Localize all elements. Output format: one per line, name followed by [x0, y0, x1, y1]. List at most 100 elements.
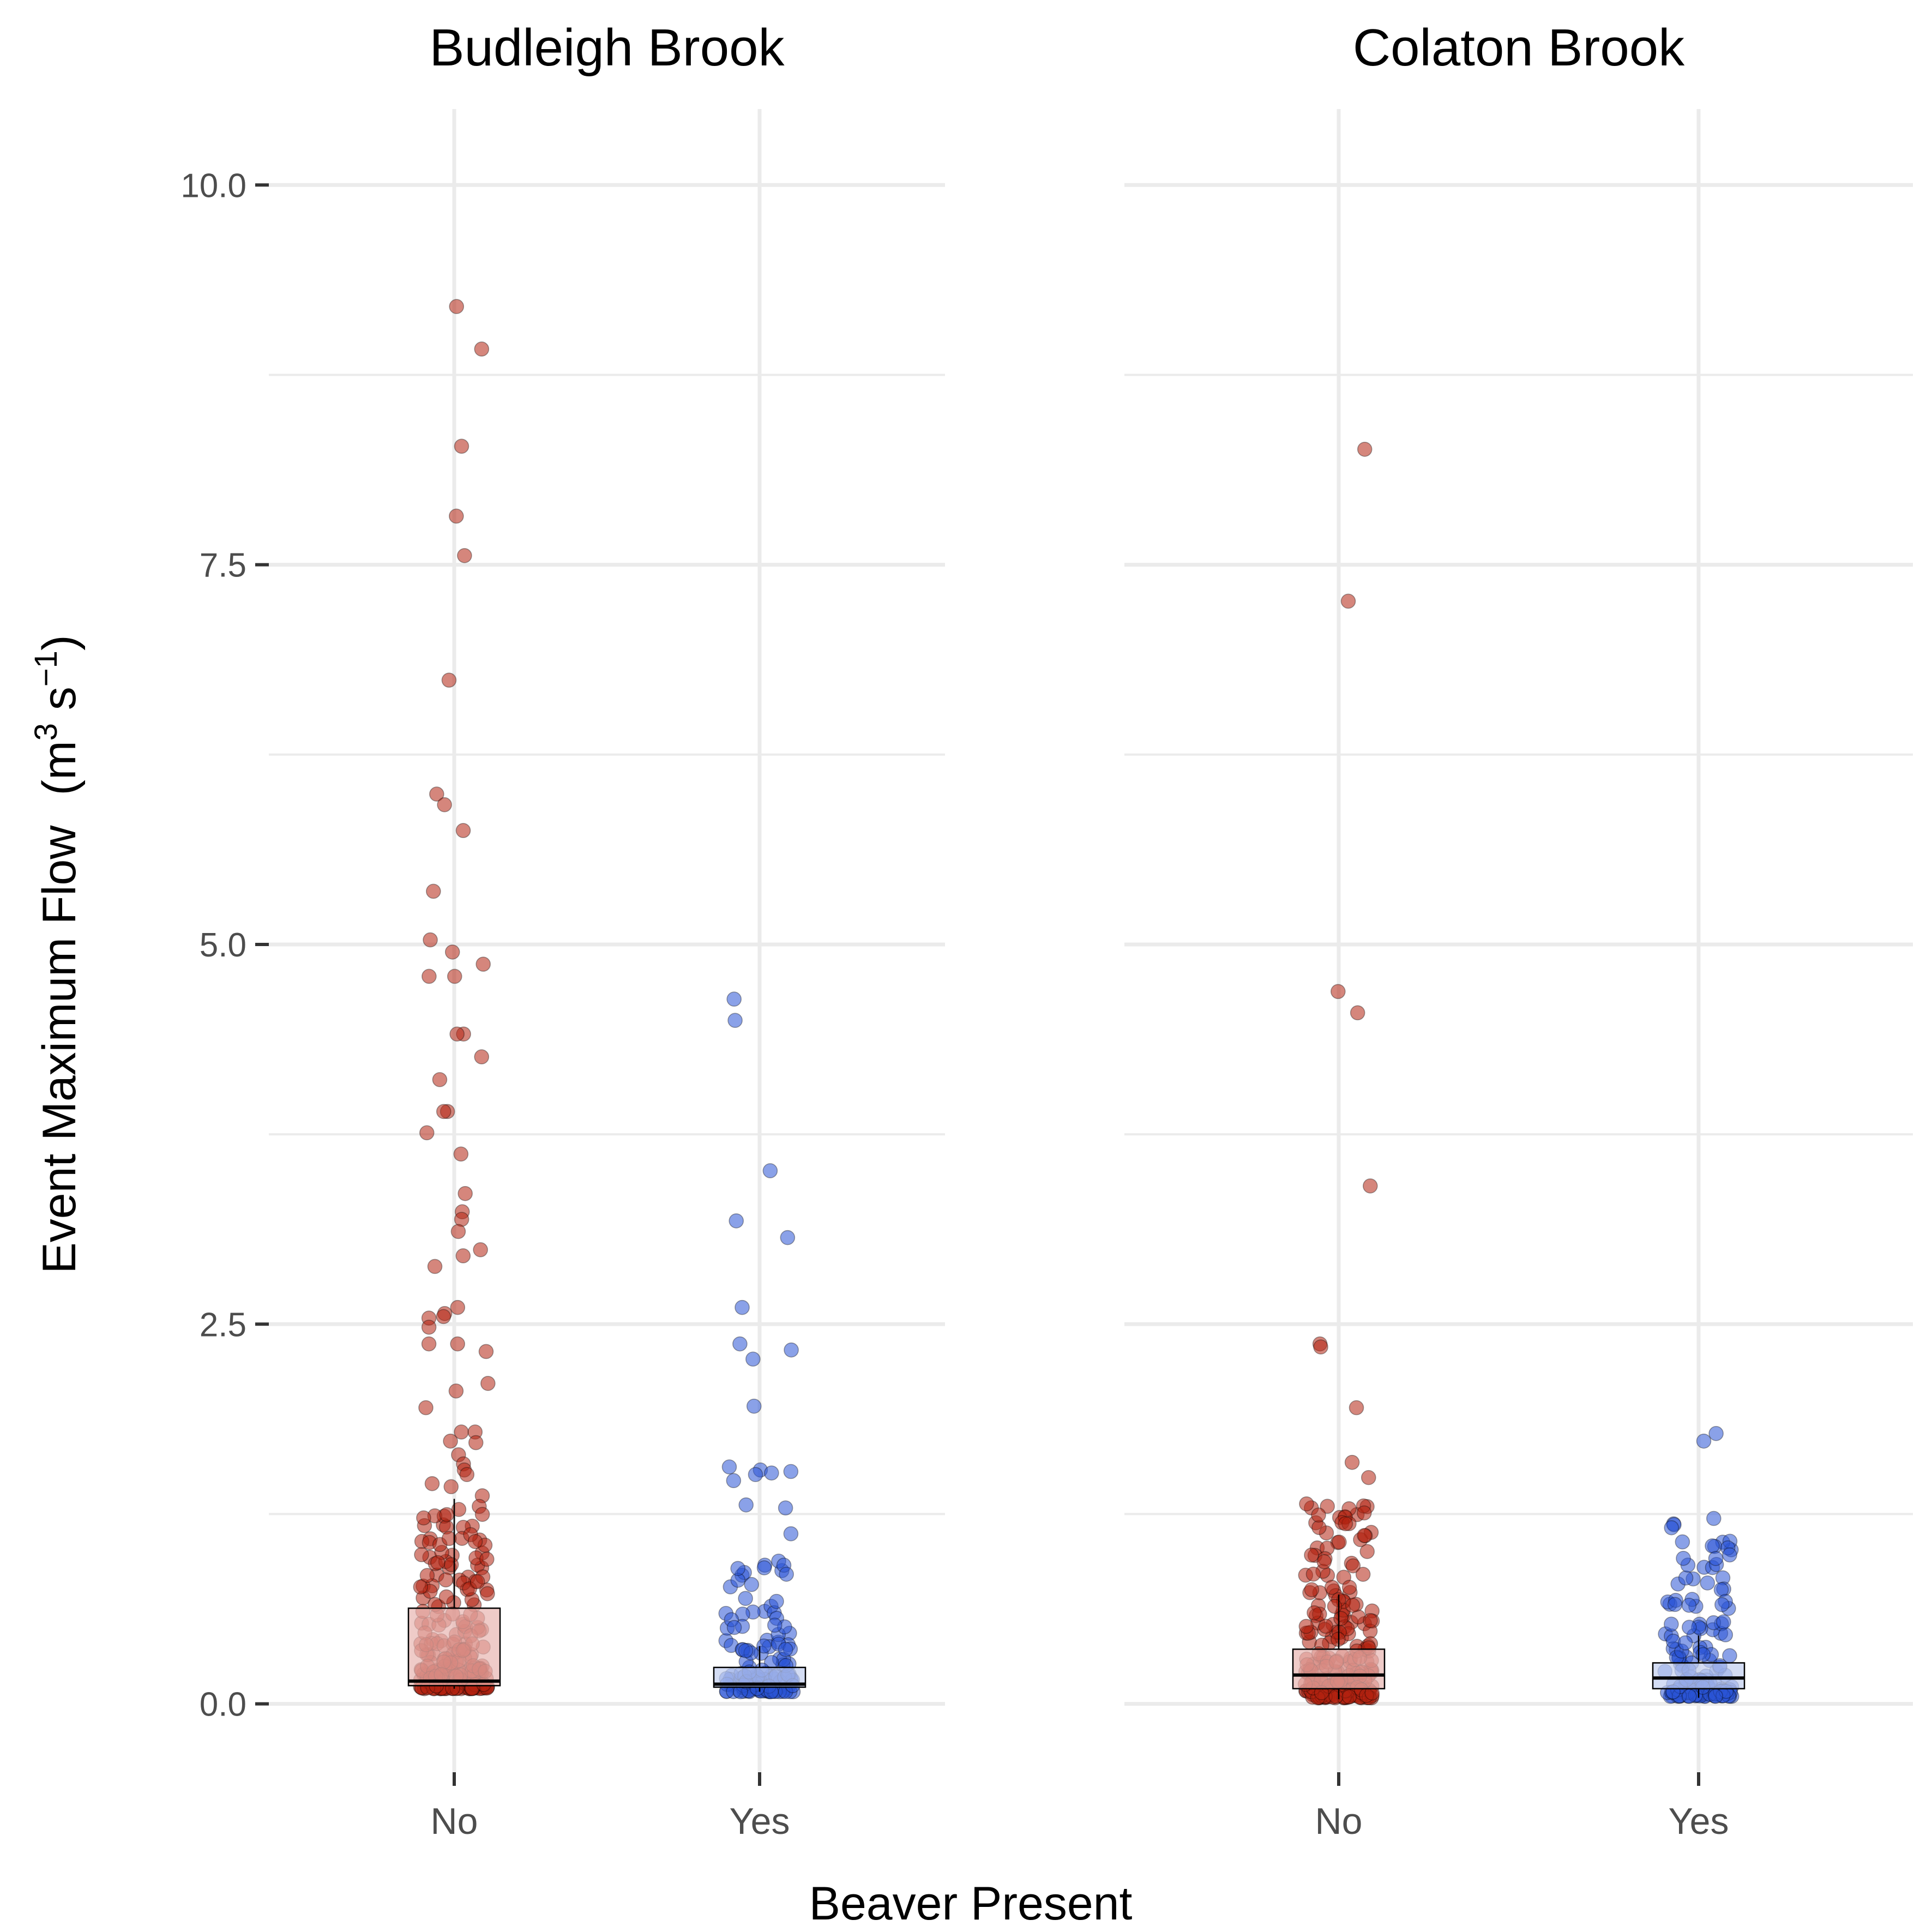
data-point-no	[476, 956, 491, 972]
box-yes	[1652, 1662, 1746, 1690]
data-point-no	[443, 1479, 459, 1495]
y-axis-title-text: Event Maximum Flow	[33, 825, 86, 1274]
data-point-yes	[1708, 1426, 1724, 1441]
y-tick-label: 0.0	[200, 1686, 246, 1724]
data-point-no	[1359, 1544, 1375, 1560]
data-point-yes	[735, 1299, 750, 1315]
data-point-no	[470, 1574, 485, 1590]
data-point-no	[468, 1435, 484, 1450]
data-point-no	[455, 1248, 471, 1263]
data-point-yes	[778, 1500, 793, 1516]
data-point-no	[441, 1531, 457, 1546]
x-tick-label: Yes	[1669, 1801, 1729, 1842]
data-point-yes	[738, 1497, 754, 1513]
data-point-no	[1316, 1554, 1332, 1569]
data-point-no	[459, 1467, 475, 1482]
data-point-no	[1305, 1566, 1321, 1582]
boxplot-layer	[407, 1498, 1746, 1700]
data-point-no	[443, 1557, 459, 1573]
y-axis-units-open: (m	[33, 741, 86, 795]
data-point-no	[447, 968, 462, 984]
y-tick-label: 7.5	[200, 547, 246, 585]
x-tick-label: Yes	[730, 1801, 790, 1842]
data-point-yes	[1716, 1614, 1731, 1630]
data-point-yes	[1676, 1550, 1691, 1566]
data-point-no	[436, 1309, 452, 1325]
strip-title-left: Budleigh Brook	[429, 19, 785, 77]
data-point-yes	[726, 991, 742, 1007]
data-point-no	[1307, 1605, 1322, 1621]
y-axis-units-mid: s	[33, 687, 86, 723]
data-point-no	[1357, 1528, 1372, 1543]
data-point-no	[1361, 1470, 1376, 1485]
y-axis-units-sup1: 3	[28, 723, 64, 741]
data-point-no	[1344, 1454, 1360, 1470]
data-point-yes	[1675, 1534, 1690, 1550]
data-point-no	[1311, 1507, 1326, 1523]
data-point-no	[1345, 1598, 1361, 1613]
data-point-no	[451, 1502, 467, 1517]
data-point-no	[438, 1589, 454, 1605]
data-point-yes	[1667, 1597, 1683, 1612]
data-point-no	[1304, 1547, 1319, 1563]
data-point-no	[1340, 593, 1356, 609]
data-point-yes	[1708, 1688, 1724, 1704]
data-point-no	[1331, 984, 1346, 1000]
data-point-no	[474, 1049, 490, 1064]
data-point-yes	[1696, 1433, 1712, 1449]
data-point-no	[1349, 1400, 1364, 1416]
data-point-no	[480, 1586, 495, 1602]
data-point-no	[427, 1259, 443, 1274]
data-point-no	[413, 1579, 429, 1595]
data-point-no	[1357, 442, 1373, 457]
data-point-no	[1332, 1534, 1347, 1550]
data-point-no	[421, 1336, 437, 1352]
data-point-no	[424, 1476, 440, 1491]
data-point-yes	[1714, 1597, 1730, 1612]
data-point-yes	[756, 1638, 772, 1654]
data-point-yes	[1695, 1647, 1711, 1663]
data-point-no	[1341, 1580, 1357, 1595]
data-point-no	[467, 1534, 483, 1549]
data-point-no	[1357, 1505, 1372, 1521]
data-point-no	[437, 797, 452, 812]
data-point-no	[438, 1572, 454, 1588]
grid-layer	[269, 109, 1913, 1772]
data-point-no	[1350, 1005, 1365, 1021]
data-point-no	[449, 299, 465, 314]
data-point-yes	[779, 1567, 794, 1582]
data-point-no	[423, 932, 438, 948]
data-point-no	[1298, 1618, 1314, 1634]
data-point-yes	[1677, 1635, 1693, 1651]
data-point-yes	[744, 1576, 760, 1592]
data-point-yes	[1664, 1616, 1679, 1632]
data-point-no	[453, 1146, 469, 1162]
data-point-yes	[1700, 1575, 1716, 1591]
data-point-no	[473, 1242, 488, 1257]
data-point-no	[449, 508, 464, 524]
data-point-yes	[767, 1617, 783, 1633]
data-point-yes	[783, 1464, 799, 1479]
x-tick-label: No	[1315, 1801, 1363, 1842]
data-point-no	[416, 1510, 431, 1526]
data-point-yes	[756, 1560, 772, 1575]
data-point-no	[479, 1551, 495, 1567]
y-tick-label: 2.5	[200, 1306, 246, 1344]
data-point-no	[455, 823, 471, 838]
data-point-no	[439, 1507, 455, 1522]
data-point-yes	[1681, 1598, 1697, 1613]
data-point-no	[419, 1568, 435, 1583]
data-point-no	[1328, 1689, 1344, 1704]
data-point-yes	[1705, 1538, 1720, 1554]
data-point-no	[450, 1336, 465, 1352]
data-point-no	[422, 968, 437, 984]
data-point-no	[1345, 1558, 1361, 1574]
data-point-no	[450, 1224, 466, 1239]
data-point-yes	[1722, 1547, 1737, 1563]
data-point-no	[1320, 1498, 1335, 1514]
data-point-yes	[769, 1593, 784, 1609]
data-point-no	[1333, 1611, 1349, 1626]
x-axis-title: Beaver Present	[809, 1877, 1133, 1930]
data-point-no	[1355, 1567, 1371, 1582]
